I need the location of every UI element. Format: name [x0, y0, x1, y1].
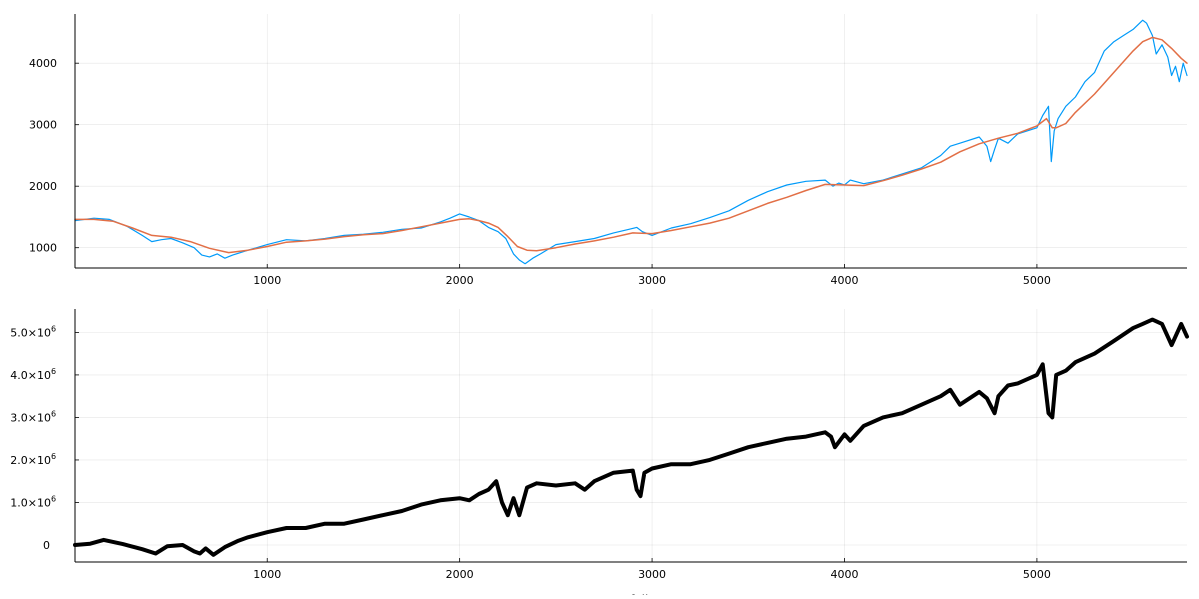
y-tick-label-0-3: 4000	[29, 57, 57, 70]
y-tick-label-1-4: 4.0×10	[10, 369, 51, 382]
y-tick-exponent-1-5: 6	[51, 324, 56, 333]
series-line-1-0	[73, 317, 1189, 557]
x-tick-label-1-0: 1000	[253, 568, 281, 581]
x-tick-label-1-2: 3000	[638, 568, 666, 581]
x-tick-label-1-4: 5000	[1023, 568, 1051, 581]
y-tick-label-0-0: 1000	[29, 242, 57, 255]
x-tick-label-0-0: 1000	[253, 274, 281, 287]
y-tick-label-0-2: 3000	[29, 119, 57, 132]
y-tick-label-1-1: 1.0×10	[10, 496, 51, 509]
x-tick-label-0-4: 5000	[1023, 274, 1051, 287]
x-tick-label-1-3: 4000	[830, 568, 858, 581]
y-tick-exponent-1-3: 6	[51, 409, 56, 418]
y-tick-exponent-1-2: 6	[51, 452, 56, 461]
series-line-0-0	[74, 19, 1188, 265]
y-tick-exponent-1-1: 6	[51, 494, 56, 503]
x-tick-label-1-1: 2000	[446, 568, 474, 581]
y-tick-label-1-3: 3.0×10	[10, 411, 51, 424]
x-tick-label-0-2: 3000	[638, 274, 666, 287]
x-tick-label-0-1: 2000	[446, 274, 474, 287]
y-tick-label-0-1: 2000	[29, 180, 57, 193]
x-tick-label-0-3: 4000	[830, 274, 858, 287]
y-tick-label-1-2: 2.0×10	[10, 454, 51, 467]
series-line-0-1	[74, 36, 1188, 254]
y-tick-exponent-1-4: 6	[51, 367, 56, 376]
y-tick-label-1-5: 5.0×10	[10, 326, 51, 339]
y-tick-label-1-0: 0	[43, 539, 50, 552]
